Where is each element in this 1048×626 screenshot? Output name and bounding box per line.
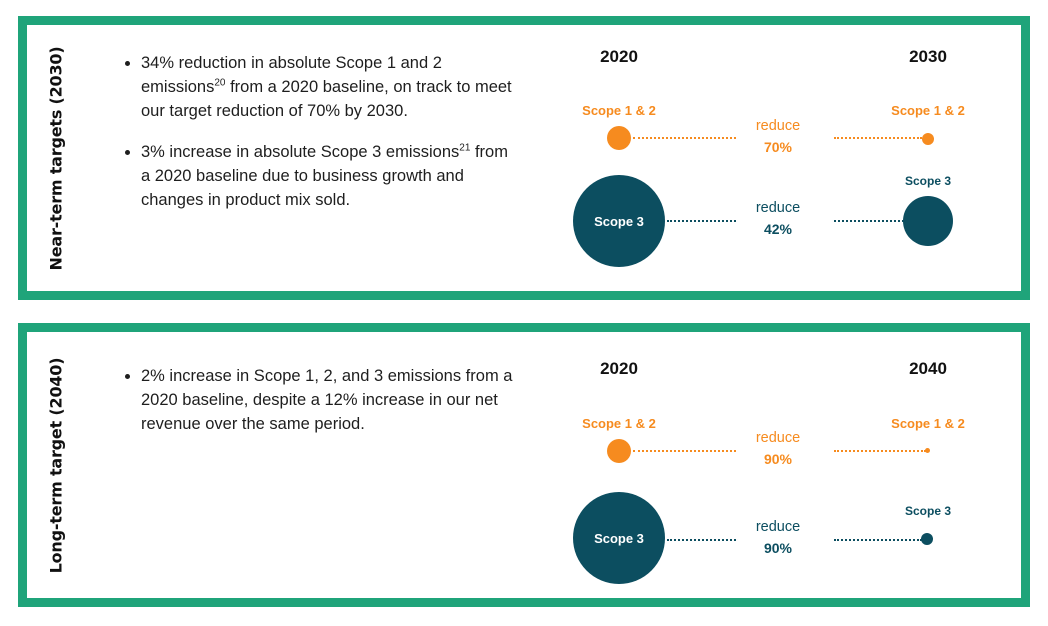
scope12-start-label: Scope 1 & 2 [582, 416, 656, 431]
scope3-dotted-line-left [667, 220, 736, 222]
footnote-ref: 20 [214, 77, 226, 89]
scope12-end-label: Scope 1 & 2 [891, 416, 965, 431]
scope3-end-label: Scope 3 [904, 504, 952, 518]
side-label: Long-term target (2040) [39, 332, 73, 598]
scope3-dotted-line-right [834, 220, 904, 222]
year-start-label: 2020 [600, 47, 638, 66]
scope12-dotted-line-right [834, 137, 922, 139]
scope12-target-circle [922, 133, 934, 145]
reduce-label: reduce [755, 519, 801, 535]
scope12-2020-circle [607, 439, 631, 463]
scope12-target-circle [925, 448, 930, 453]
scope12-dotted-line-left [633, 137, 736, 139]
scope12-dotted-line-right [834, 450, 926, 452]
reduce-label: reduce [755, 430, 801, 446]
bullet-item: 2% increase in Scope 1, 2, and 3 emissio… [141, 364, 521, 436]
near-term-panel: Near-term targets (2030) 34% reduction i… [18, 16, 1030, 300]
long-term-panel: Long-term target (2040) 2% increase in S… [18, 323, 1030, 607]
scope3-end-label: Scope 3 [904, 174, 952, 188]
footnote-ref: 21 [459, 142, 471, 154]
scope3-dotted-line-left [667, 539, 736, 541]
scope3-start-label: Scope 3 [594, 213, 644, 229]
scope12-dotted-line-left [633, 450, 736, 452]
year-start-label: 2020 [600, 359, 638, 378]
reduce-percent: 42% [763, 221, 793, 237]
scope3-2020-circle: Scope 3 [573, 175, 665, 267]
scope12-reduction: reduce 90% [756, 428, 800, 470]
scope3-reduction: reduce 90% [756, 517, 800, 559]
year-end-label: 2030 [909, 47, 947, 66]
scope3-target-circle [921, 533, 933, 545]
bullet-item: 3% increase in absolute Scope 3 emission… [141, 140, 521, 212]
reduce-percent: 70% [763, 139, 793, 155]
side-label-text: Long-term target (2040) [46, 357, 66, 573]
reduce-percent: 90% [763, 451, 793, 467]
reduce-label: reduce [755, 118, 801, 134]
scope3-dotted-line-right [834, 539, 922, 541]
reduce-label: reduce [755, 200, 801, 216]
scope12-start-label: Scope 1 & 2 [582, 103, 656, 118]
scope3-start-label: Scope 3 [594, 530, 644, 546]
bullet-list: 2% increase in Scope 1, 2, and 3 emissio… [123, 364, 521, 453]
scope12-reduction: reduce 70% [756, 116, 800, 158]
year-end-label: 2040 [909, 359, 947, 378]
scope3-reduction: reduce 42% [756, 198, 800, 240]
scope3-target-circle [903, 196, 953, 246]
scope12-end-label: Scope 1 & 2 [891, 103, 965, 118]
bullet-item: 34% reduction in absolute Scope 1 and 2 … [141, 51, 521, 123]
scope3-2020-circle: Scope 3 [573, 492, 665, 584]
side-label-text: Near-term targets (2030) [46, 46, 66, 270]
bullet-list: 34% reduction in absolute Scope 1 and 2 … [123, 51, 521, 229]
scope12-2020-circle [607, 126, 631, 150]
reduce-percent: 90% [763, 540, 793, 556]
side-label: Near-term targets (2030) [39, 25, 73, 291]
